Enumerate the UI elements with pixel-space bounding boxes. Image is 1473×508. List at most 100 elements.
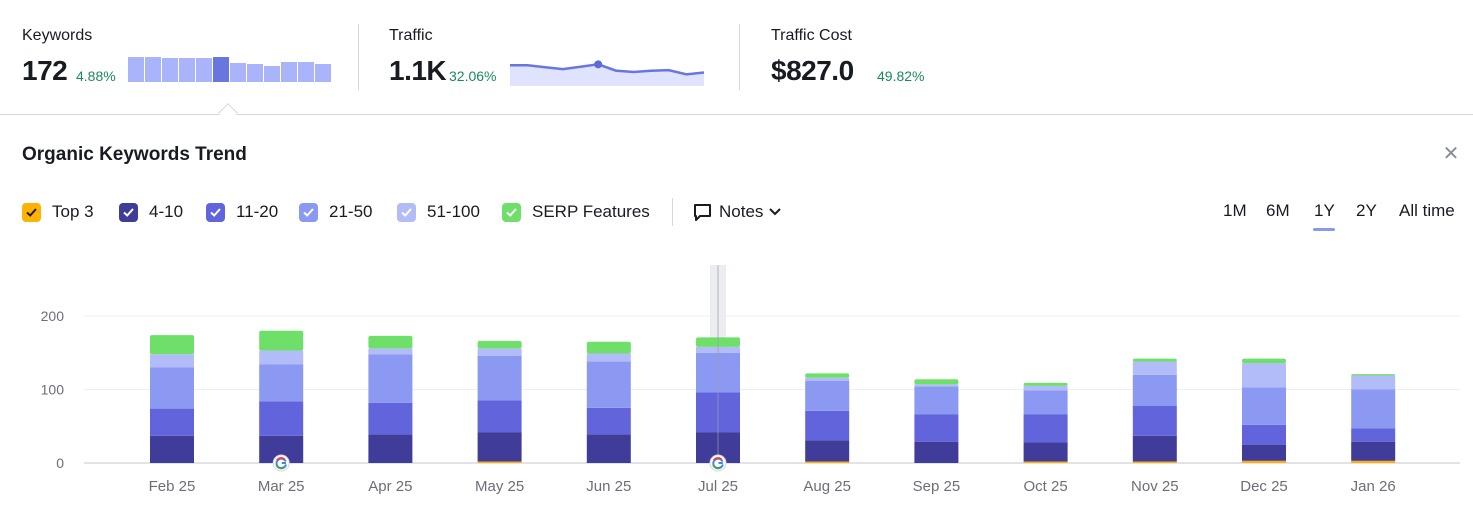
bar-group[interactable]	[259, 330, 304, 463]
legend-item-4-10[interactable]: 4-10	[119, 201, 183, 223]
sparkline-bar	[315, 64, 331, 82]
bar-group[interactable]	[1242, 358, 1286, 463]
range-2y[interactable]: 2Y	[1356, 201, 1377, 220]
bar-segment	[1132, 405, 1177, 436]
checkbox[interactable]	[119, 202, 138, 222]
checkbox[interactable]	[299, 202, 318, 222]
bar-group[interactable]	[1023, 382, 1068, 463]
legend-label: Top 3	[52, 202, 94, 221]
x-tick-label: Feb 25	[149, 478, 196, 495]
bar-segment	[914, 441, 959, 463]
check-icon	[401, 207, 412, 217]
toolbar-separator	[672, 198, 673, 226]
bar-segment	[805, 380, 850, 411]
bar-segment	[368, 348, 413, 355]
keywords-title: Keywords	[22, 27, 93, 44]
bar-segment	[477, 400, 522, 433]
range-6m[interactable]: 6M	[1266, 201, 1290, 220]
x-tick-label: Jan 26	[1351, 478, 1396, 495]
traffic-cost-metric[interactable]: Traffic Cost $827.0 49.82%	[771, 0, 971, 100]
bar-group[interactable]	[1132, 358, 1177, 463]
bar-segment	[259, 350, 304, 365]
bar-group[interactable]	[586, 341, 631, 463]
legend-item-11-20[interactable]: 11-20	[206, 201, 278, 223]
bar-segment	[1132, 435, 1177, 462]
comment-icon	[694, 203, 711, 221]
check-icon	[303, 207, 314, 217]
x-tick-label: Aug 25	[803, 478, 851, 495]
bar-group[interactable]	[914, 379, 959, 463]
metric-divider	[739, 24, 740, 90]
bar-group[interactable]	[805, 373, 850, 463]
legend-label: 51-100	[427, 202, 480, 221]
bar-segment	[1351, 428, 1396, 442]
bar-segment	[1242, 424, 1286, 445]
bar-segment	[586, 361, 631, 408]
bar-segment	[368, 354, 413, 403]
range-1m[interactable]: 1M	[1223, 201, 1247, 220]
traffic-title: Traffic	[389, 27, 433, 44]
bar-segment	[477, 461, 522, 463]
google-update-icon[interactable]	[709, 454, 727, 472]
panel-title: Organic Keywords Trend	[22, 144, 247, 165]
y-tick-label: 200	[41, 308, 65, 324]
legend-label: 21-50	[329, 202, 373, 221]
legend-item-serp-features[interactable]: SERP Features	[502, 201, 650, 223]
active-range-indicator	[1313, 228, 1335, 231]
range-1y[interactable]: 1Y	[1314, 201, 1335, 220]
bar-segment	[586, 434, 631, 463]
bar-segment	[914, 414, 959, 442]
legend-item-51-100[interactable]: 51-100	[397, 201, 480, 223]
checkbox[interactable]	[22, 202, 41, 222]
y-tick-label: 100	[41, 382, 65, 398]
bar-segment	[1242, 358, 1286, 364]
bar-segment	[259, 330, 304, 351]
checkbox[interactable]	[502, 202, 521, 222]
bar-group[interactable]	[368, 335, 413, 463]
bar-segment	[1242, 363, 1286, 388]
traffic-value: 1.1K	[389, 55, 447, 86]
sparkline-line	[510, 63, 705, 76]
bar-segment	[1023, 382, 1068, 386]
sparkline-bar	[162, 58, 178, 82]
sparkline-bar	[281, 62, 297, 82]
bar-segment	[477, 348, 522, 356]
bar-segment	[150, 408, 194, 436]
legend-item-21-50[interactable]: 21-50	[299, 201, 372, 223]
checkbox[interactable]	[397, 202, 416, 222]
bar-segment	[805, 440, 850, 462]
range-all-time[interactable]: All time	[1399, 201, 1455, 220]
bar-group[interactable]	[150, 335, 194, 463]
legend-label: 11-20	[236, 202, 279, 221]
x-tick-label: Nov 25	[1131, 478, 1179, 495]
x-tick-label: Apr 25	[368, 478, 412, 495]
keywords-metric[interactable]: Keywords 172 4.88%	[22, 0, 332, 100]
bar-group[interactable]	[477, 340, 522, 463]
bar-segment	[914, 379, 959, 385]
bar-group[interactable]	[1351, 374, 1396, 463]
notes-dropdown[interactable]: Notes	[693, 199, 782, 225]
bar-segment	[586, 353, 631, 362]
checkbox[interactable]	[206, 202, 225, 222]
bar-segment	[368, 434, 413, 463]
bar-segment	[1132, 361, 1177, 375]
y-tick-label: 0	[56, 455, 64, 471]
legend-item-top-3[interactable]: Top 3	[22, 201, 94, 223]
legend-label: 4-10	[149, 202, 184, 221]
google-update-icon[interactable]	[272, 454, 290, 472]
sparkline-bar	[179, 58, 195, 82]
x-tick-label: Jun 25	[586, 478, 631, 495]
bar-segment	[1351, 441, 1396, 461]
bar-segment	[805, 461, 850, 463]
close-icon[interactable]: ✕	[1442, 143, 1460, 165]
bar-segment	[914, 384, 959, 387]
sparkline-point	[594, 60, 603, 69]
bar-segment	[1351, 389, 1396, 429]
sparkline-bar	[298, 62, 314, 82]
bar-segment	[1132, 461, 1177, 463]
bar-segment	[368, 402, 413, 435]
metric-divider	[358, 24, 359, 90]
traffic-metric[interactable]: Traffic 1.1K 32.06%	[389, 0, 709, 100]
bar-segment	[805, 373, 850, 378]
sparkline-bar	[230, 63, 246, 82]
